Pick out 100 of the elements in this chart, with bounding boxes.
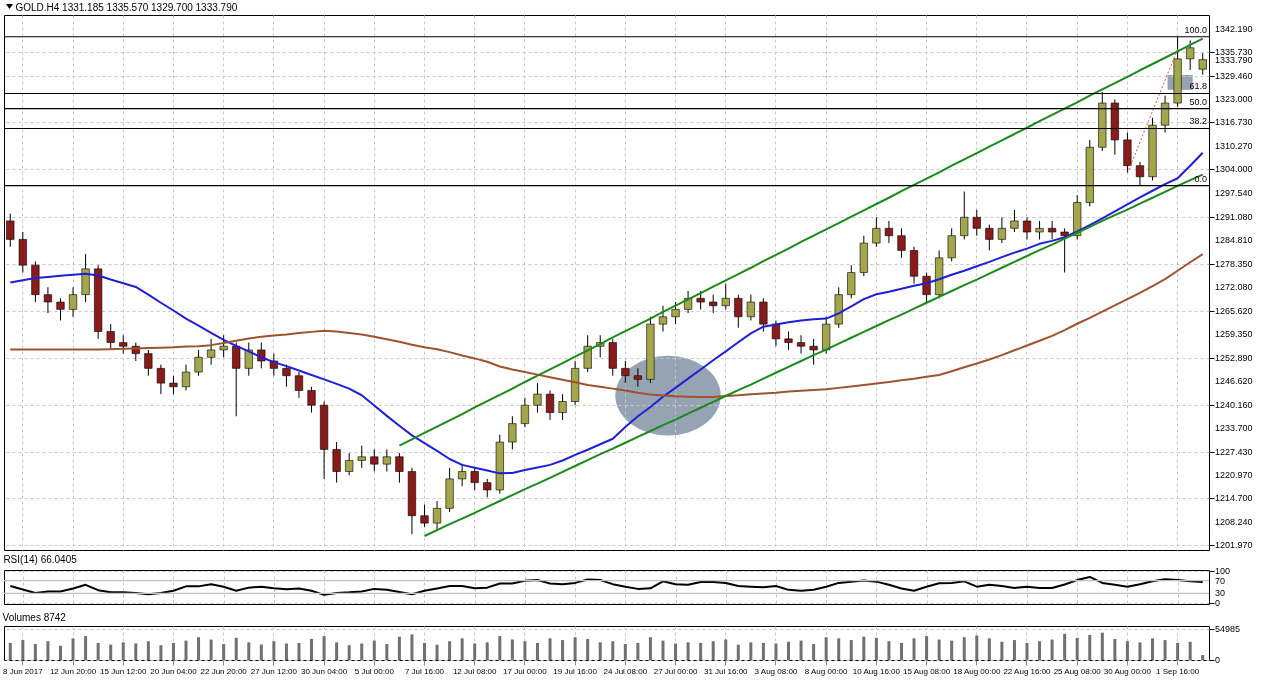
y-tick-label: 100 [1215, 566, 1231, 577]
candlestick [1186, 39, 1195, 71]
y-tick-label: 1227.430 [1215, 446, 1253, 457]
bar [234, 637, 238, 660]
x-tick-label: 20 Jun 04:00 [150, 666, 198, 676]
y-tick-label: 1329.460 [1215, 70, 1253, 81]
bar [197, 637, 201, 660]
bar [937, 639, 941, 660]
bar [473, 643, 477, 660]
candlestick [985, 224, 994, 251]
candlestick [1035, 220, 1044, 240]
x-tick-label: 30 Jun 04:00 [300, 666, 348, 676]
bar [498, 636, 502, 660]
bar [686, 642, 690, 660]
bar [1113, 638, 1117, 660]
candlestick [156, 364, 165, 395]
candlestick [181, 364, 191, 391]
chart-title: Volumes 8742 [2, 611, 67, 623]
bar [736, 644, 740, 660]
candlestick [784, 331, 793, 351]
candlestick [219, 334, 228, 358]
x-tick-label: 10 Aug 16:00 [852, 666, 901, 676]
candlestick [232, 342, 241, 417]
bar [523, 641, 527, 660]
y-tick-label: 1220.970 [1215, 470, 1253, 481]
bar [1063, 633, 1067, 660]
bar [724, 639, 728, 660]
bar [799, 640, 803, 660]
bar [1138, 642, 1142, 660]
bar [435, 644, 439, 660]
bar [623, 644, 627, 660]
y-tick-label: 0 [1215, 655, 1221, 665]
candlestick [56, 297, 65, 321]
bar [874, 637, 878, 660]
candlestick [709, 294, 718, 314]
candlestick [533, 382, 542, 414]
bar [71, 638, 75, 660]
bar [385, 644, 389, 660]
candlestick [897, 227, 906, 259]
candlestick [194, 349, 203, 377]
bar [448, 641, 452, 660]
bar [372, 640, 376, 660]
chart-title: RSI(14) 66.0405 [3, 554, 78, 566]
candlestick [633, 367, 642, 388]
bar [335, 642, 339, 660]
chart-title: GOLD.H4 1331.185 1335.570 1329.700 1333.790 [15, 2, 238, 13]
candlestick [382, 448, 391, 473]
bar [573, 637, 577, 660]
x-tick-label: 15 Aug 08:00 [903, 666, 951, 676]
bar [962, 637, 966, 660]
candlestick [207, 338, 216, 366]
candlestick [68, 286, 78, 318]
bar [96, 642, 100, 660]
candlestick [483, 478, 492, 498]
bar [397, 636, 401, 660]
bar [272, 641, 276, 660]
candlestick [106, 323, 115, 351]
bar [297, 642, 301, 660]
candlestick [244, 342, 253, 377]
candlestick [520, 397, 529, 428]
x-tick-label: 15 Jun 12:00 [100, 666, 147, 676]
y-tick-label: 1214.700 [1215, 493, 1253, 504]
bar [648, 637, 652, 660]
bar [787, 641, 791, 660]
candlestick [872, 216, 881, 248]
candlestick [345, 452, 354, 476]
y-tick-label: 1304.000 [1215, 164, 1253, 175]
annotation: 61.8 [1189, 81, 1207, 92]
candlestick [1022, 216, 1032, 240]
candlestick [458, 463, 467, 487]
candlestick [1048, 220, 1057, 240]
y-tick-label: 1259.350 [1215, 328, 1253, 339]
x-tick-label: 22 Jun 20:00 [200, 666, 248, 676]
candlestick [997, 216, 1006, 244]
bar [134, 643, 138, 660]
bar [310, 638, 314, 660]
y-tick-label: 30 [1215, 588, 1226, 599]
bar [611, 641, 615, 660]
bar [812, 644, 816, 660]
bar [485, 642, 489, 660]
bar [146, 641, 150, 660]
bar [8, 642, 12, 660]
bar [674, 643, 678, 660]
annotation: 0.0 [1194, 173, 1207, 184]
annotation: 50.0 [1189, 96, 1207, 107]
bar [284, 643, 288, 660]
candlestick [470, 467, 479, 491]
candlestick [734, 294, 743, 329]
candlestick [771, 319, 781, 347]
x-tick-label: 12 Jun 20:00 [49, 666, 97, 676]
y-tick-label: 70 [1215, 575, 1226, 586]
x-tick-label: 18 Aug 00:00 [953, 666, 1001, 676]
x-tick-label: 17 Jul 00:00 [503, 666, 548, 676]
y-tick-label: 1201.970 [1215, 540, 1253, 551]
bar [699, 642, 703, 660]
candlestick [721, 283, 730, 310]
y-tick-label: 54985 [1215, 623, 1241, 634]
x-tick-label: 30 Aug 00:00 [1103, 666, 1152, 676]
x-tick-label: 5 Jul 00:00 [354, 666, 395, 676]
bar [360, 643, 364, 660]
